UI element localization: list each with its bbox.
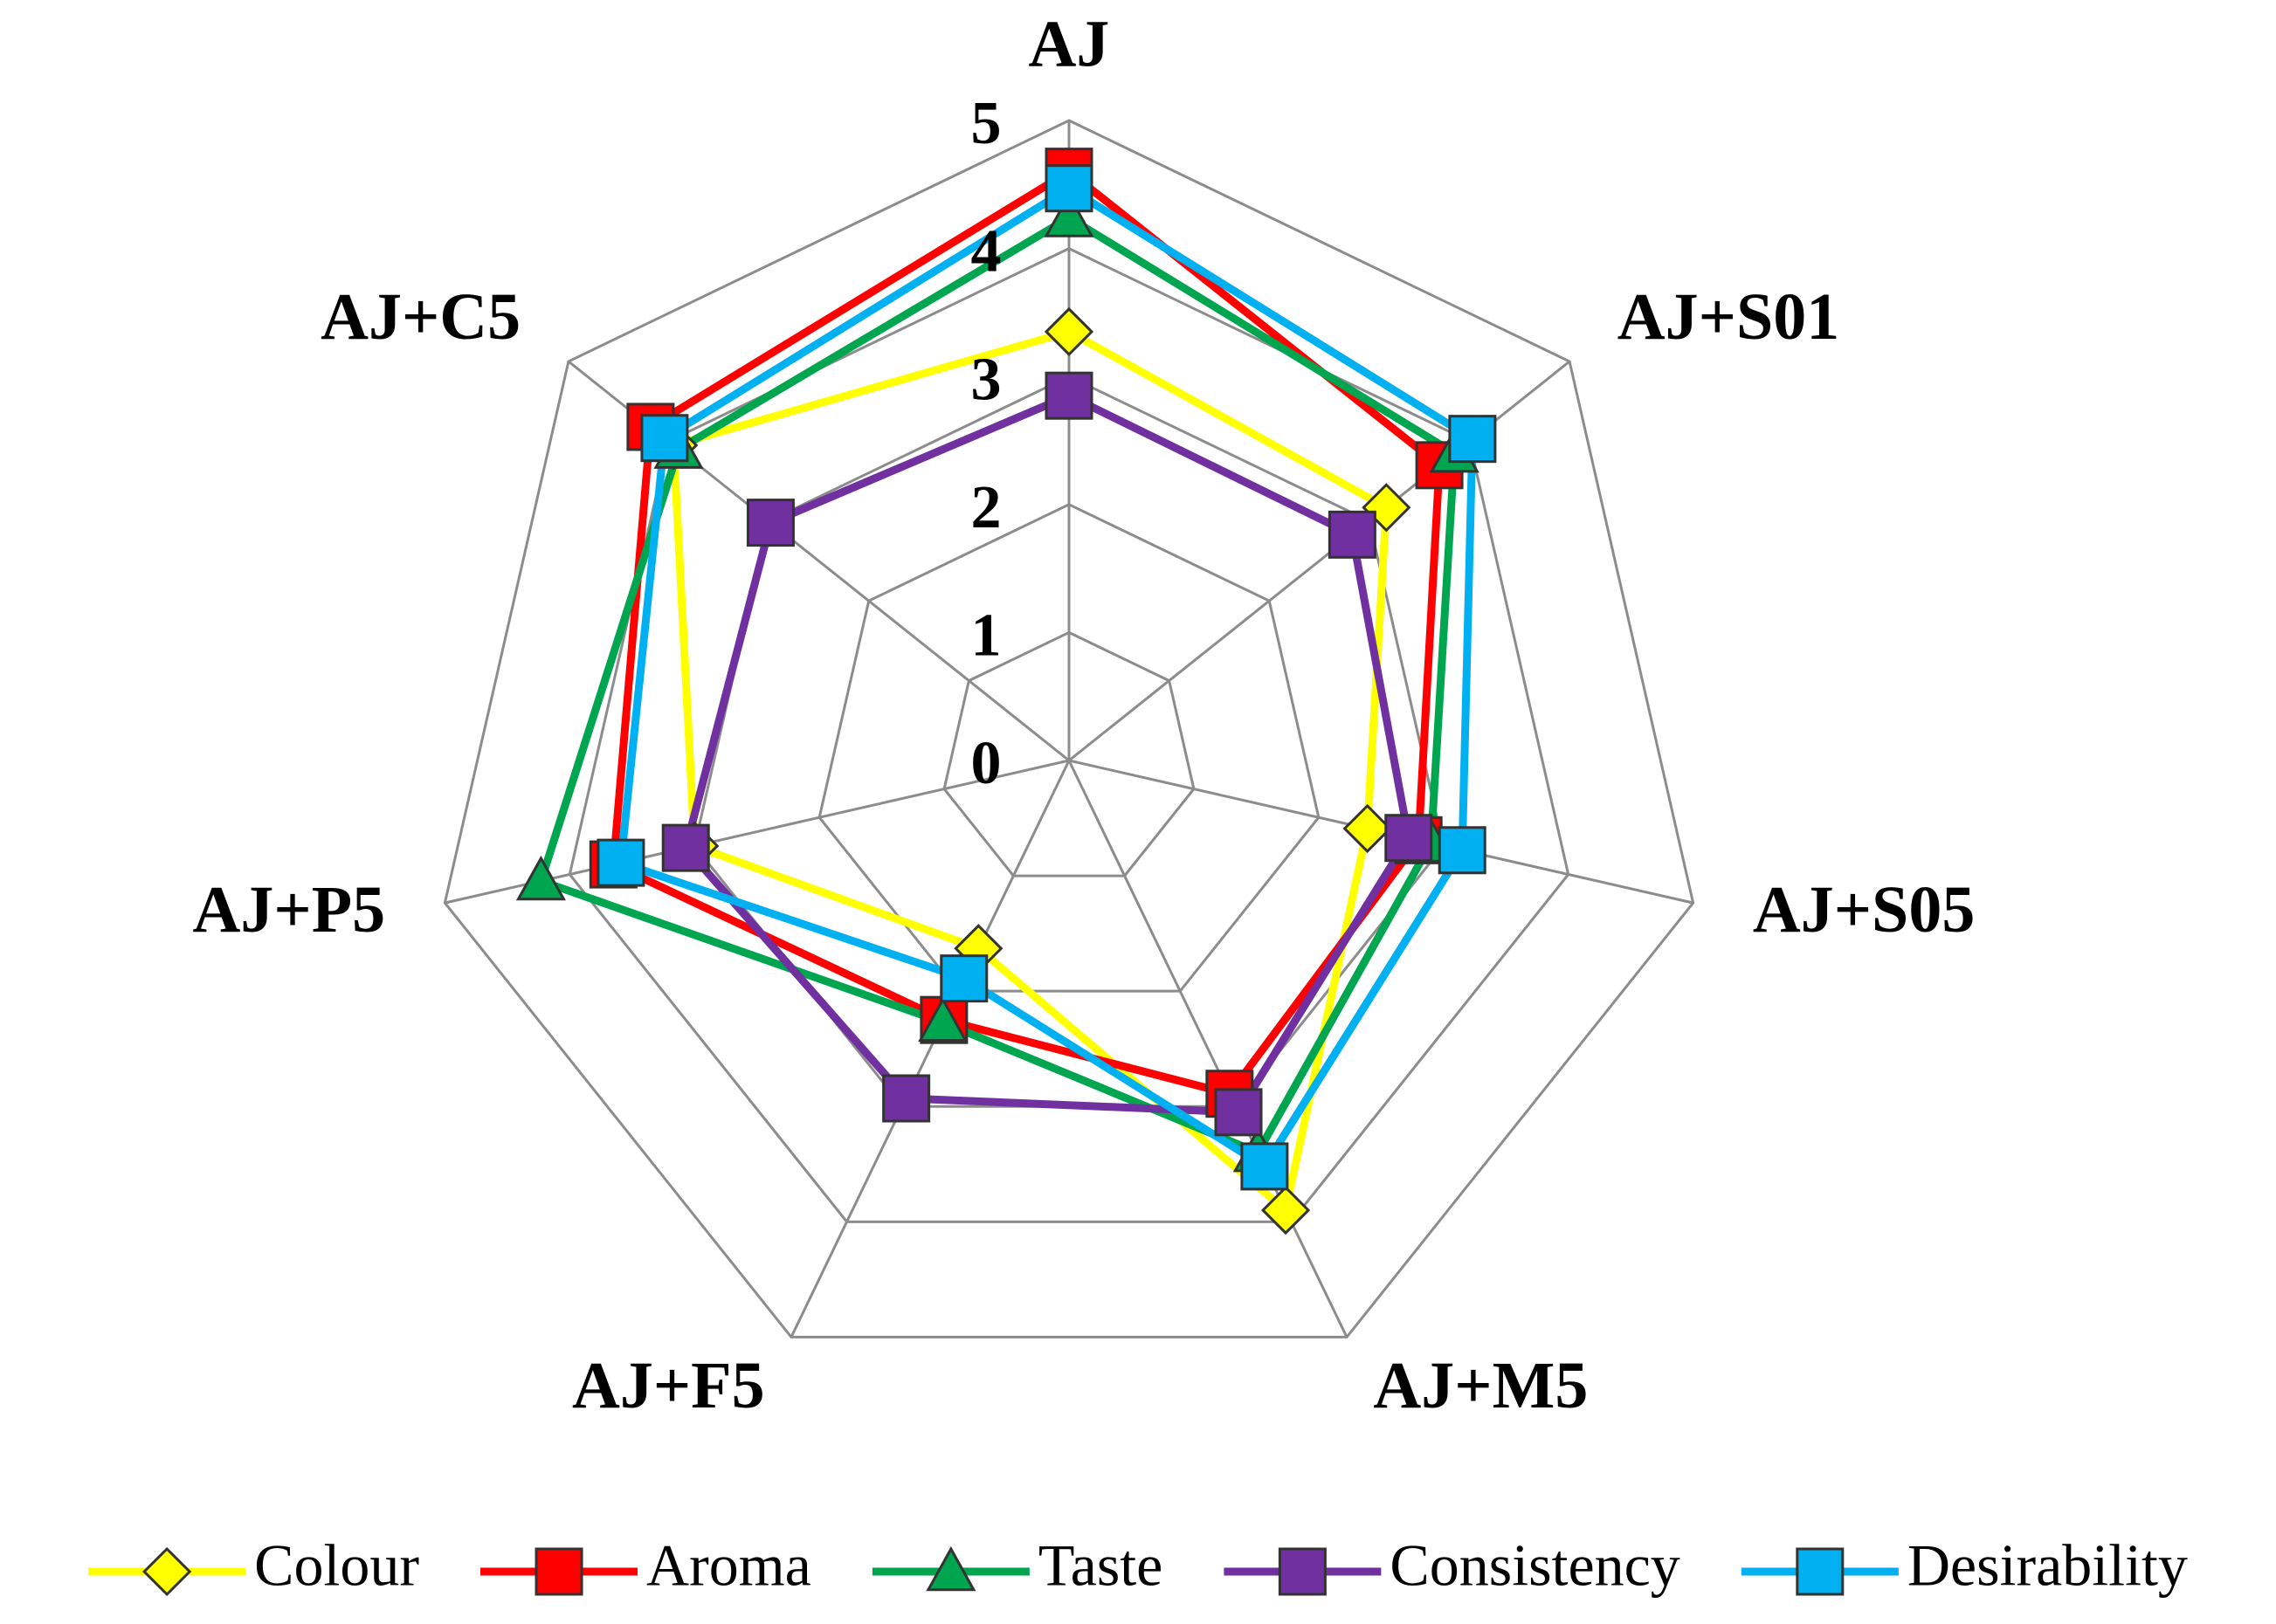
marker: [1044, 306, 1094, 357]
marker: [1328, 510, 1376, 559]
marker: [1240, 1142, 1289, 1191]
marker: [1384, 814, 1433, 863]
category-label: AJ+C5: [321, 280, 521, 354]
category-label: AJ+S01: [1617, 280, 1839, 354]
marker: [661, 823, 710, 872]
legend-marker: [142, 1546, 192, 1597]
tick-label: 2: [971, 474, 1002, 541]
grid-ring: [443, 119, 1695, 1338]
legend-marker: [1796, 1547, 1845, 1596]
series-line: [681, 391, 1413, 1117]
marker: [1044, 192, 1094, 237]
marker: [1448, 415, 1497, 464]
grid-ring: [942, 630, 1196, 877]
marker: [746, 499, 795, 547]
marker: [1260, 1185, 1311, 1235]
marker: [1045, 371, 1093, 420]
category-label: AJ+M5: [1373, 1349, 1588, 1422]
series-line: [617, 184, 1477, 1171]
spoke: [1067, 760, 1348, 1338]
grid-ring: [817, 503, 1321, 993]
grid-ring: [568, 246, 1570, 1223]
marker: [1045, 164, 1093, 213]
marker: [515, 855, 566, 901]
category-label: AJ+S05: [1753, 873, 1975, 946]
tick-label: 1: [971, 602, 1002, 669]
tick-label: 5: [971, 90, 1002, 157]
category-label: AJ+P5: [193, 873, 386, 946]
tick-label: 4: [971, 218, 1002, 286]
marker: [940, 954, 989, 1003]
series-line: [609, 168, 1444, 1098]
marker: [918, 996, 969, 1043]
marker: [1342, 803, 1392, 854]
category-label: AJ+F5: [572, 1349, 765, 1422]
legend-marker: [926, 1545, 976, 1592]
marker: [1214, 1088, 1263, 1137]
legend-marker: [1278, 1547, 1327, 1596]
category-label: AJ: [1029, 7, 1110, 80]
legend-label: Consistency: [1390, 1532, 1679, 1599]
legend-label: Colour: [254, 1532, 419, 1599]
tick-label: 0: [971, 730, 1002, 797]
marker: [597, 838, 645, 887]
marker: [882, 1074, 931, 1123]
legend-label: Aroma: [646, 1532, 811, 1599]
tick-label: 3: [971, 346, 1002, 413]
legend-label: Taste: [1038, 1532, 1163, 1599]
marker: [640, 414, 689, 463]
legend-label: Desirability: [1907, 1532, 2188, 1599]
series-line: [669, 327, 1390, 1215]
marker: [1438, 826, 1486, 875]
legend-marker: [535, 1547, 583, 1596]
spoke: [790, 760, 1071, 1338]
